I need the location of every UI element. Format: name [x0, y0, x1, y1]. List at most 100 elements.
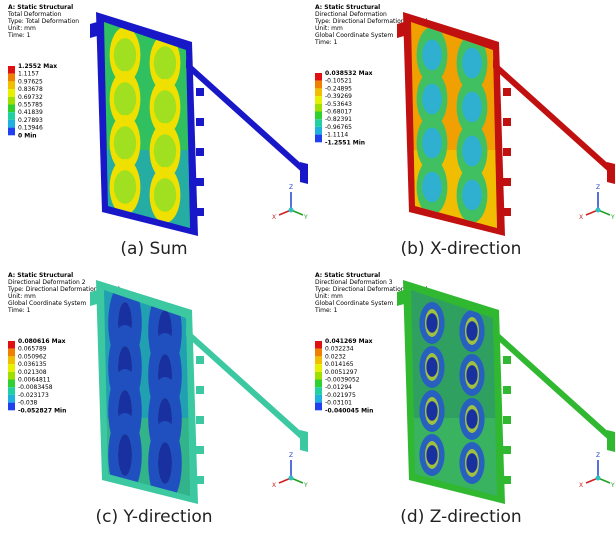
- tab: [503, 178, 511, 186]
- tab: [196, 178, 204, 186]
- tab: [503, 88, 511, 96]
- legend-label: 0.27893: [18, 117, 43, 124]
- header-line: Directional Deformation 3: [315, 279, 393, 286]
- contour: [114, 82, 136, 116]
- legend-swatch: [8, 341, 15, 349]
- legend-swatch: [8, 372, 15, 380]
- triad-label: Z: [596, 184, 600, 191]
- triad-label: Y: [610, 214, 615, 221]
- tab: [503, 476, 511, 484]
- contour: [466, 453, 477, 473]
- legend-swatch: [8, 380, 15, 388]
- triad-label: Z: [596, 452, 600, 459]
- tab: [503, 208, 511, 216]
- legend-swatch: [315, 81, 322, 89]
- header-line: Global Coordinate System: [8, 300, 86, 307]
- contour: [114, 38, 136, 72]
- legend-label: 1.1157: [18, 71, 39, 78]
- legend-label: -0.038: [18, 400, 38, 407]
- header-line: Type: Total Deformation: [7, 18, 79, 25]
- tab: [503, 148, 511, 156]
- legend-label: -0.01294: [325, 384, 352, 391]
- legend-swatch: [315, 96, 322, 104]
- header-line: Global Coordinate System: [315, 32, 393, 39]
- tab: [503, 356, 511, 364]
- tab: [503, 446, 511, 454]
- header-line: Time: 1: [314, 39, 338, 46]
- legend-label: -0.10521: [325, 78, 352, 85]
- legend-swatch: [8, 66, 15, 74]
- contour: [462, 180, 482, 211]
- legend-label: -0.0083458: [18, 384, 53, 391]
- header-line: Unit: mm: [8, 293, 36, 300]
- header-line: A: Static Structural: [8, 272, 73, 279]
- legend-label: 0 Min: [18, 132, 37, 139]
- legend-label: 0.032234: [325, 346, 354, 353]
- header-line: Unit: mm: [315, 25, 343, 32]
- triad-label: X: [272, 482, 276, 489]
- rod-end: [300, 162, 308, 184]
- contour: [462, 48, 482, 79]
- legend-swatch: [315, 364, 322, 372]
- tab: [196, 356, 204, 364]
- tab: [196, 446, 204, 454]
- legend-label: 0.021308: [18, 369, 47, 376]
- legend-swatch: [8, 128, 15, 136]
- contour: [426, 313, 437, 333]
- contour: [422, 172, 442, 203]
- caption: (a) Sum: [120, 239, 187, 259]
- contour: [422, 40, 442, 71]
- contour: [154, 90, 176, 124]
- legend-swatch: [315, 127, 322, 135]
- legend-swatch: [8, 89, 15, 97]
- tab: [196, 148, 204, 156]
- figure: A: Static StructuralTotal DeformationTyp…: [0, 0, 615, 536]
- triad-origin: [289, 476, 294, 481]
- contour: [466, 409, 477, 429]
- tab: [503, 416, 511, 424]
- tab: [503, 386, 511, 394]
- triad-label: X: [272, 214, 276, 221]
- legend-label: -0.021975: [325, 392, 356, 399]
- contour: [466, 321, 477, 341]
- contour: [114, 170, 136, 204]
- header-line: A: Static Structural: [315, 272, 380, 279]
- caption: (b) X-direction: [401, 239, 522, 259]
- legend-swatch: [315, 403, 322, 411]
- rod-end: [607, 162, 615, 184]
- legend-label: -0.023173: [18, 392, 49, 399]
- triad-label: X: [579, 482, 583, 489]
- contour: [118, 434, 132, 476]
- legend-label: 0.0232: [325, 353, 346, 360]
- legend-label: 0.0051297: [325, 369, 358, 376]
- header-line: A: Static Structural: [8, 4, 73, 11]
- contour: [154, 46, 176, 80]
- legend-label: -0.96765: [325, 124, 352, 131]
- header-line: Directional Deformation: [315, 11, 387, 18]
- contour: [422, 84, 442, 115]
- tab: [196, 476, 204, 484]
- legend-label: 0.036135: [18, 361, 47, 368]
- legend-label: 0.065789: [18, 346, 47, 353]
- legend-swatch: [315, 380, 322, 388]
- tab: [503, 118, 511, 126]
- legend-swatch: [8, 97, 15, 105]
- contour: [114, 126, 136, 160]
- legend-label: 0.55785: [18, 102, 43, 109]
- header-line: Time: 1: [314, 307, 338, 314]
- legend-swatch: [8, 403, 15, 411]
- contour: [466, 365, 477, 385]
- contour: [422, 128, 442, 159]
- triad-label: X: [579, 214, 583, 221]
- legend-swatch: [315, 112, 322, 120]
- legend-swatch: [8, 387, 15, 395]
- legend-swatch: [315, 356, 322, 364]
- tab: [196, 88, 204, 96]
- legend-label: 0.038532 Max: [325, 70, 373, 77]
- header-line: Time: 1: [7, 307, 31, 314]
- legend-label: 0.014165: [325, 361, 354, 368]
- rod-end: [300, 430, 308, 452]
- triad-label: Y: [303, 482, 308, 489]
